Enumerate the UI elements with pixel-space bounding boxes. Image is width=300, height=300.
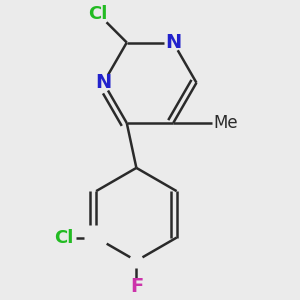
Text: Cl: Cl (88, 5, 108, 23)
Text: F: F (130, 277, 143, 296)
Text: Cl: Cl (54, 229, 74, 247)
Text: Me: Me (213, 114, 238, 132)
Text: N: N (165, 33, 181, 52)
Text: N: N (95, 73, 112, 92)
